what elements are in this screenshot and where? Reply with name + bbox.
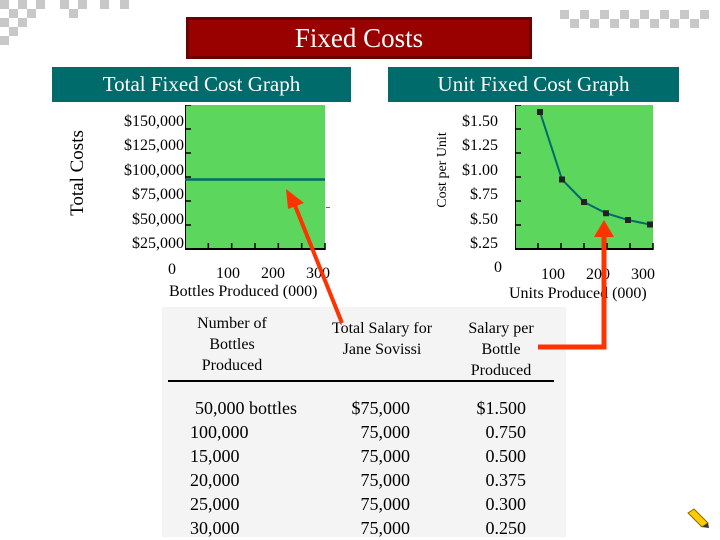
table-cell: 30,000: [190, 518, 240, 538]
right-x-axis-label: Units Produced (000): [509, 285, 647, 302]
left-origin-label: 0: [168, 261, 176, 278]
y-tick-label: $150,000: [124, 113, 184, 130]
table-cell: 100,000: [190, 422, 249, 442]
x-tick-label: 200: [261, 265, 285, 282]
unit-fixed-cost-plot: [515, 105, 654, 250]
table-cell: 15,000: [190, 446, 240, 466]
series-line: [539, 111, 651, 226]
table-cell: 25,000: [190, 494, 240, 514]
data-point: [559, 176, 565, 183]
right-graph-heading: Unit Fixed Cost Graph: [388, 67, 679, 102]
table-cell: 75,000: [360, 446, 411, 466]
y-tick-label: $100,000: [124, 161, 184, 179]
table-cell: 50,000 bottles: [195, 398, 297, 418]
y-tick-label: $1.25: [462, 137, 498, 155]
y-tick-label: $25,000: [132, 235, 184, 252]
table-cell: 20,000: [190, 470, 240, 490]
table-cell: $1.500: [476, 398, 527, 418]
data-point: [581, 199, 587, 205]
left-x-axis-label: Bottles Produced (000): [169, 283, 318, 300]
table-cell: 0.500: [485, 446, 527, 466]
y-tick-label: $50,000: [132, 210, 184, 228]
header-salary-per-bottle: Salary per Bottle Produced: [468, 320, 534, 379]
header-total-salary: Total Salary for Jane Sovissi: [331, 320, 433, 358]
table-cell: 0.300: [485, 494, 527, 514]
salary-table: [162, 307, 566, 537]
arrow-to-total-line: [286, 189, 344, 324]
table-cell: 75,000: [360, 422, 411, 442]
x-tick-label: 300: [631, 266, 655, 283]
y-tick-label: $75,000: [132, 186, 184, 204]
page-title: Fixed Costs: [186, 17, 532, 59]
y-tick-label: $.25: [470, 235, 498, 252]
table-cell: $75,000: [351, 398, 411, 418]
arrow-anchor: [326, 207, 330, 208]
right-y-axis-label: Cost per Unit: [435, 132, 450, 208]
arrow-to-unit-curve: [538, 220, 614, 350]
plot-area: [515, 105, 653, 250]
y-tick-label: $1.50: [462, 113, 498, 130]
right-origin-label: 0: [494, 259, 502, 276]
y-tick-label: $125,000: [124, 137, 184, 155]
left-y-axis-label: Total Costs: [67, 130, 88, 216]
x-tick-label: 100: [541, 266, 565, 283]
table-cell: 75,000: [360, 470, 411, 490]
y-tick-label: $1.00: [462, 161, 498, 179]
table-cell: 0.375: [485, 470, 527, 490]
y-tick-label: $.75: [470, 186, 498, 204]
table-cell: 0.750: [485, 422, 527, 442]
data-point: [537, 109, 543, 115]
table-cell: 0.250: [485, 518, 527, 538]
decorative-checker-pattern: [0, 0, 709, 45]
left-graph-heading: Total Fixed Cost Graph: [52, 67, 351, 102]
y-tick-label: $.50: [470, 210, 498, 228]
table-cell: 75,000: [360, 518, 411, 538]
table-cell: 75,000: [360, 494, 411, 514]
x-tick-label: 100: [216, 265, 240, 282]
data-point: [625, 217, 631, 223]
data-point: [647, 221, 653, 228]
table-header-rule: [168, 380, 554, 382]
data-point: [603, 210, 609, 217]
pencil-icon: [687, 508, 709, 528]
header-bottles: Number of Bottles Produced: [197, 315, 267, 374]
